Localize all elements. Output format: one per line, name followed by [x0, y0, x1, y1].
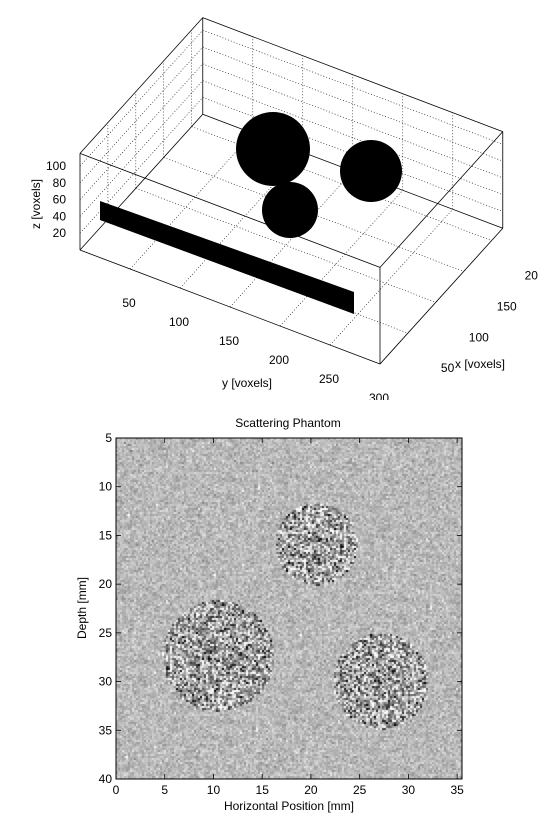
x-axis-label-2d: Horizontal Position [mm] [224, 799, 354, 813]
grid-line [202, 63, 503, 179]
box-edge [379, 227, 504, 365]
x-tick-label: 35 [450, 783, 464, 797]
sphere-large [236, 112, 310, 186]
z-axis-label: z [voxels] [29, 179, 43, 229]
box-edge [202, 17, 503, 133]
grid-line [279, 190, 403, 327]
y-tick-label: 100 [169, 315, 189, 329]
grid-line [202, 46, 503, 162]
x-tick-label: 15 [256, 783, 270, 797]
box-edge [79, 113, 204, 251]
y-axis-label-2d: Depth [mm] [75, 577, 89, 639]
grid-line [79, 63, 203, 200]
grid-3d [79, 17, 504, 365]
z-tick-label: 80 [53, 176, 67, 190]
grid-line [79, 80, 203, 217]
image-frame [115, 437, 463, 780]
grid-line [329, 209, 453, 346]
speckle-image [116, 438, 462, 779]
ticks-2d: 0 5 10 15 20 25 30 35 5 10 15 20 25 30 35 40 [99, 431, 464, 797]
scattering-phantom-plot: Scattering Phantom 0 5 10 15 20 25 30 35 5 10 15 20… [75, 416, 464, 813]
grid-line [191, 126, 492, 241]
y-tick-label: 10 [99, 480, 113, 494]
x-tick-label: 200 [525, 269, 538, 283]
box-edge [79, 17, 204, 154]
x-tick-label: 20 [304, 783, 318, 797]
x-tick-label: 50 [441, 361, 455, 375]
objects-3d [100, 112, 402, 314]
ticks-3d: 20 40 60 80 100 50 100 150 200 250 300 50 100 150 200 [46, 159, 538, 400]
voxel-3d-plot: 204060801005010015020025030050100150200 … [29, 17, 538, 400]
y-tick-label: 15 [99, 528, 113, 542]
x-axis-label: x [voxels] [455, 357, 505, 371]
y-tick-label: 150 [219, 334, 239, 348]
grid-line [79, 46, 203, 184]
grid-line [202, 97, 503, 212]
y-tick-label: 250 [319, 372, 339, 386]
grid-line [79, 30, 203, 167]
y-tick-label: 300 [369, 391, 389, 400]
z-tick-label: 40 [53, 209, 67, 223]
x-tick-label: 5 [161, 783, 168, 797]
y-tick-label: 200 [269, 353, 289, 367]
x-tick-label: 25 [353, 783, 367, 797]
grid-line [79, 97, 203, 234]
x-tick-label: 0 [113, 783, 120, 797]
y-tick-label: 35 [99, 723, 113, 737]
x-tick-label: 30 [402, 783, 416, 797]
y-tick-label: 50 [122, 296, 136, 310]
grid-line [229, 171, 353, 308]
sphere-medium [340, 140, 402, 202]
grid-line [135, 188, 436, 303]
slab-bar [100, 201, 354, 314]
grid-line [129, 133, 253, 270]
chart-title: Scattering Phantom [235, 416, 340, 430]
y-tick-label: 20 [99, 577, 113, 591]
y-axis-label: y [voxels] [222, 376, 272, 390]
box-edge [79, 153, 381, 268]
y-tick-label: 30 [99, 675, 113, 689]
grid-line [107, 218, 409, 334]
y-tick-label: 25 [99, 626, 113, 640]
z-tick-label: 20 [53, 226, 67, 240]
z-tick-label: 60 [53, 193, 67, 207]
grid-line [163, 157, 464, 272]
z-tick-label: 100 [46, 159, 66, 173]
x-tick-label: 150 [497, 299, 517, 313]
x-tick-label: 100 [469, 330, 489, 344]
sphere-small [262, 182, 318, 238]
y-tick-label: 5 [105, 431, 112, 445]
y-tick-label: 40 [99, 772, 113, 786]
x-tick-label: 10 [207, 783, 221, 797]
grid-line [179, 152, 303, 289]
box-edge [79, 249, 381, 365]
box-edge [379, 131, 504, 268]
